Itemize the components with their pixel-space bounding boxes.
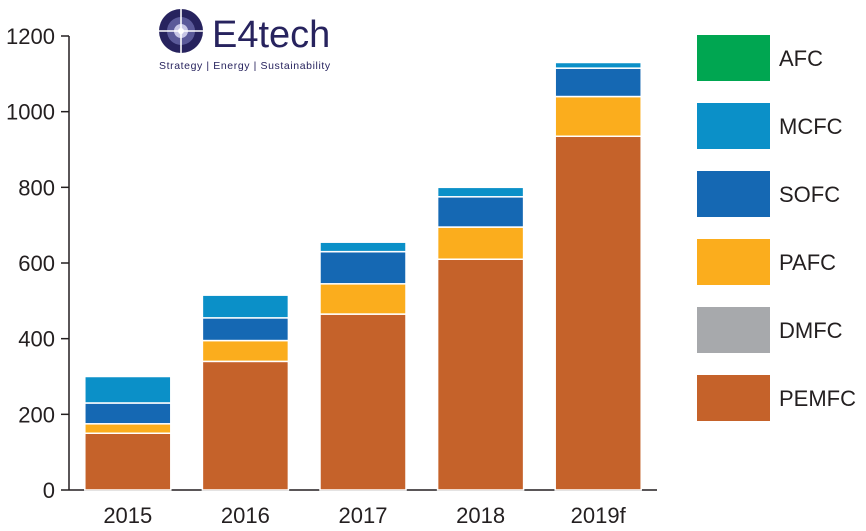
bar-segment-pafc bbox=[436, 226, 525, 260]
globe-icon bbox=[157, 7, 205, 55]
y-tick-label: 1200 bbox=[6, 24, 55, 49]
bar-segment-sofc bbox=[436, 196, 525, 228]
logo-title: E4tech bbox=[212, 14, 330, 56]
legend-label-pafc: PAFC bbox=[779, 250, 836, 275]
y-tick-label: 400 bbox=[18, 327, 55, 352]
bar-segment-mcfc bbox=[319, 241, 407, 253]
y-tick-label: 0 bbox=[43, 478, 55, 503]
legend-swatch-pafc bbox=[697, 239, 770, 285]
x-axis-labels: 2015 2016 2017 2018 2019f bbox=[103, 503, 626, 528]
legend-swatch-mcfc bbox=[697, 103, 770, 149]
x-tick-label: 2019f bbox=[571, 503, 627, 528]
bar-segment-pemfc bbox=[84, 432, 172, 491]
legend-swatch-afc bbox=[697, 35, 770, 81]
bar-segment-sofc bbox=[201, 317, 290, 342]
x-tick-label: 2018 bbox=[456, 503, 505, 528]
bars bbox=[84, 61, 642, 491]
bar-segment-pemfc bbox=[201, 360, 290, 491]
bar-segment-mcfc bbox=[436, 186, 525, 198]
bar-segment-mcfc bbox=[201, 294, 290, 319]
x-tick-label: 2016 bbox=[221, 503, 270, 528]
bar-segment-pafc bbox=[319, 283, 407, 315]
bar-segment-sofc bbox=[554, 67, 642, 98]
bar-segment-mcfc bbox=[84, 375, 172, 404]
legend-label-sofc: SOFC bbox=[779, 182, 840, 207]
bar-segment-pemfc bbox=[319, 313, 407, 491]
legend-label-pemfc: PEMFC bbox=[779, 386, 856, 411]
bar-segment-pemfc bbox=[436, 258, 525, 491]
bar-segment-pafc bbox=[201, 339, 290, 363]
y-tick-label: 200 bbox=[18, 402, 55, 427]
e4tech-logo: E4tech Strategy | Energy | Sustainabilit… bbox=[157, 7, 331, 72]
legend-swatch-dmfc bbox=[697, 307, 770, 353]
legend-swatch-sofc bbox=[697, 171, 770, 217]
x-tick-label: 2015 bbox=[103, 503, 152, 528]
bar-segment-sofc bbox=[319, 250, 407, 285]
y-tick-label: 800 bbox=[18, 175, 55, 200]
x-tick-label: 2017 bbox=[339, 503, 388, 528]
legend-swatch-pemfc bbox=[697, 375, 770, 421]
logo-tagline: Strategy | Energy | Sustainability bbox=[159, 60, 331, 72]
bar-segment-pafc bbox=[84, 423, 172, 434]
y-tick-label: 1000 bbox=[6, 100, 55, 125]
legend-label-afc: AFC bbox=[779, 46, 823, 71]
bar-segment-pafc bbox=[554, 95, 642, 138]
y-tick-label: 600 bbox=[18, 251, 55, 276]
legend-label-dmfc: DMFC bbox=[779, 318, 843, 343]
bar-segment-pemfc bbox=[554, 135, 642, 491]
bar-segment-sofc bbox=[84, 402, 172, 425]
legend: AFC MCFC SOFC PAFC DMFC PEMFC bbox=[697, 35, 856, 421]
y-axis-ticks: 0 200 400 600 800 1000 1200 bbox=[6, 24, 69, 503]
bar-segment-mcfc bbox=[554, 61, 642, 69]
legend-label-mcfc: MCFC bbox=[779, 114, 843, 139]
